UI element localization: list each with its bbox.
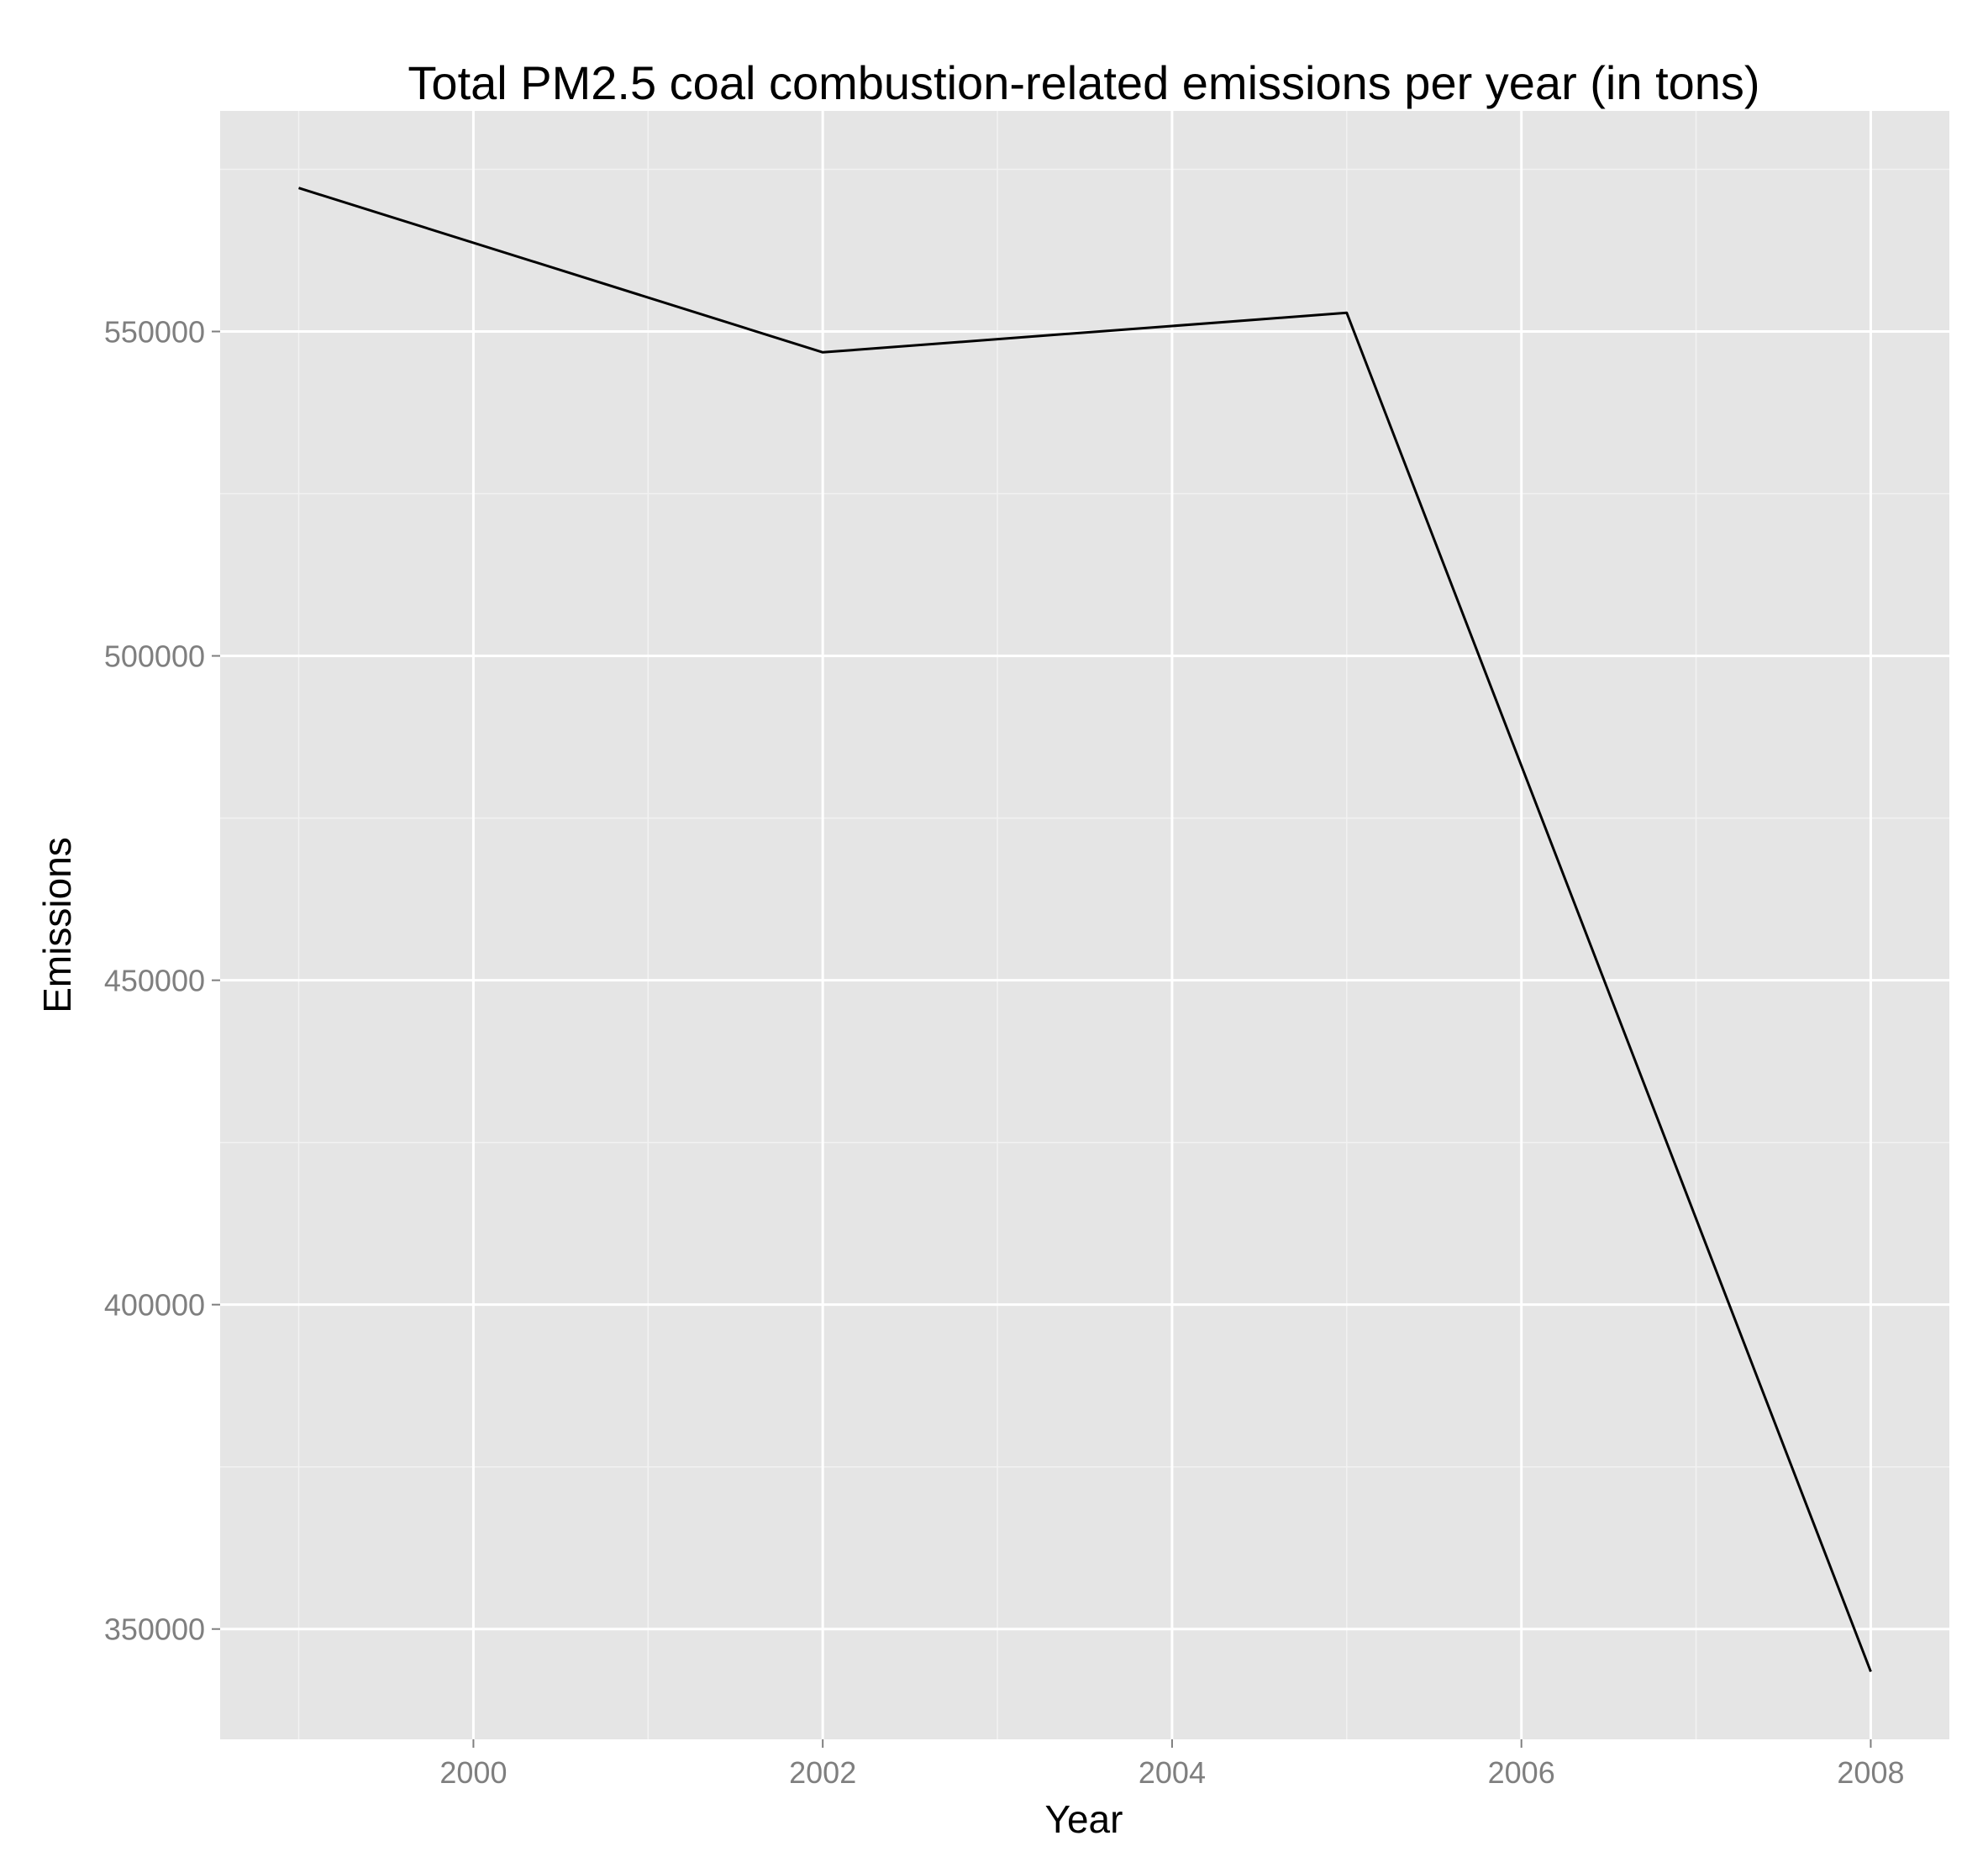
plot-panel [220, 111, 1949, 1739]
y-tick-label: 500000 [104, 639, 205, 674]
emissions-series-line [298, 187, 1872, 1673]
x-tick-label: 2002 [789, 1755, 856, 1790]
minor-gridlines [220, 111, 1949, 1739]
y-tick-label: 450000 [104, 964, 205, 998]
x-axis-title: Year [1045, 1797, 1123, 1841]
y-tick-label: 350000 [104, 1612, 205, 1647]
x-tick-label: 2008 [1837, 1755, 1904, 1790]
x-tick-label: 2004 [1139, 1755, 1206, 1790]
y-tick-label: 550000 [104, 315, 205, 350]
series-layer [298, 187, 1872, 1673]
major-gridlines [220, 111, 1949, 1739]
chart-title: Total PM2.5 coal combustion-related emis… [408, 56, 1759, 109]
y-axis-title: Emissions [35, 837, 79, 1013]
y-axis: 350000 400000 450000 500000 550000 [104, 315, 220, 1647]
x-tick-label: 2000 [439, 1755, 507, 1790]
x-tick-label: 2006 [1488, 1755, 1555, 1790]
y-tick-label: 400000 [104, 1288, 205, 1323]
x-axis: 2000 2002 2004 2006 2008 [439, 1739, 1905, 1790]
